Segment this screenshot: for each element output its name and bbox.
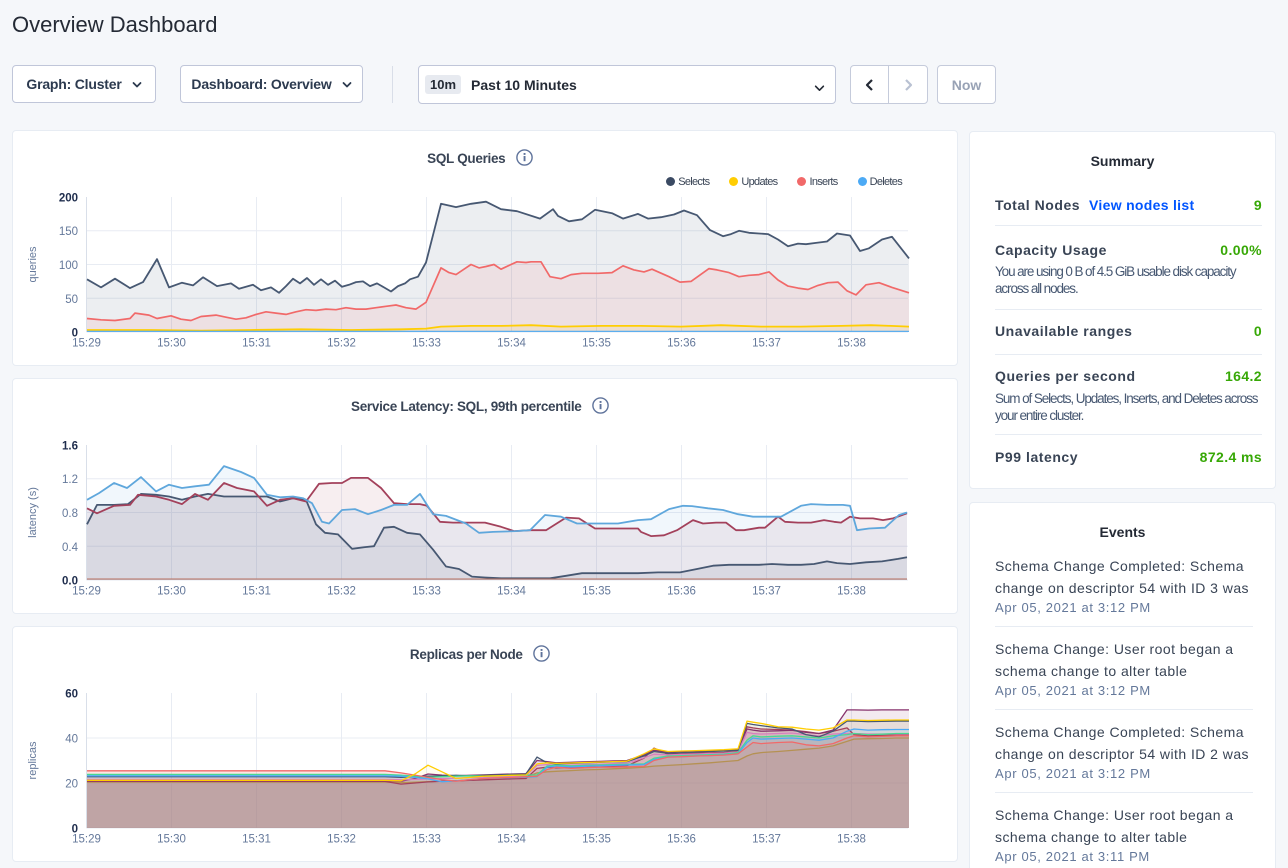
svg-text:latency (s): latency (s) (27, 487, 39, 538)
svg-text:15:33: 15:33 (412, 338, 441, 350)
svg-text:15:30: 15:30 (157, 834, 186, 846)
svg-text:15:33: 15:33 (412, 834, 441, 846)
svg-text:200: 200 (59, 193, 78, 205)
svg-text:0: 0 (72, 328, 78, 340)
svg-text:15:31: 15:31 (242, 586, 271, 598)
svg-text:replicas: replicas (27, 741, 39, 779)
svg-text:15:38: 15:38 (837, 338, 866, 350)
svg-text:15:29: 15:29 (72, 586, 101, 598)
svg-text:60: 60 (65, 689, 78, 701)
svg-text:0.8: 0.8 (62, 508, 78, 520)
svg-text:50: 50 (65, 294, 78, 306)
svg-text:15:30: 15:30 (157, 338, 186, 350)
svg-text:15:34: 15:34 (497, 338, 526, 350)
svg-text:15:31: 15:31 (242, 834, 271, 846)
svg-text:0: 0 (72, 824, 78, 836)
svg-text:15:37: 15:37 (752, 834, 781, 846)
svg-text:15:32: 15:32 (327, 834, 356, 846)
svg-text:15:29: 15:29 (72, 338, 101, 350)
svg-text:15:37: 15:37 (752, 338, 781, 350)
svg-text:15:29: 15:29 (72, 834, 101, 846)
svg-text:15:34: 15:34 (497, 586, 526, 598)
svg-text:15:37: 15:37 (752, 586, 781, 598)
svg-text:15:34: 15:34 (497, 834, 526, 846)
svg-text:15:35: 15:35 (582, 586, 611, 598)
svg-text:0.4: 0.4 (62, 542, 79, 554)
svg-text:15:38: 15:38 (837, 586, 866, 598)
svg-text:40: 40 (65, 734, 78, 746)
svg-text:15:32: 15:32 (327, 586, 356, 598)
svg-text:queries: queries (27, 246, 39, 283)
svg-text:15:36: 15:36 (667, 586, 696, 598)
svg-text:0.0: 0.0 (62, 576, 78, 588)
svg-text:20: 20 (65, 779, 78, 791)
svg-text:15:30: 15:30 (157, 586, 186, 598)
svg-text:15:38: 15:38 (837, 834, 866, 846)
svg-text:15:36: 15:36 (667, 338, 696, 350)
svg-text:15:33: 15:33 (412, 586, 441, 598)
svg-text:150: 150 (59, 226, 78, 238)
svg-text:1.6: 1.6 (62, 441, 78, 453)
svg-text:15:36: 15:36 (667, 834, 696, 846)
svg-text:100: 100 (59, 260, 78, 272)
svg-text:1.2: 1.2 (62, 474, 78, 486)
svg-text:15:35: 15:35 (582, 834, 611, 846)
svg-text:15:32: 15:32 (327, 338, 356, 350)
svg-text:15:31: 15:31 (242, 338, 271, 350)
svg-text:15:35: 15:35 (582, 338, 611, 350)
